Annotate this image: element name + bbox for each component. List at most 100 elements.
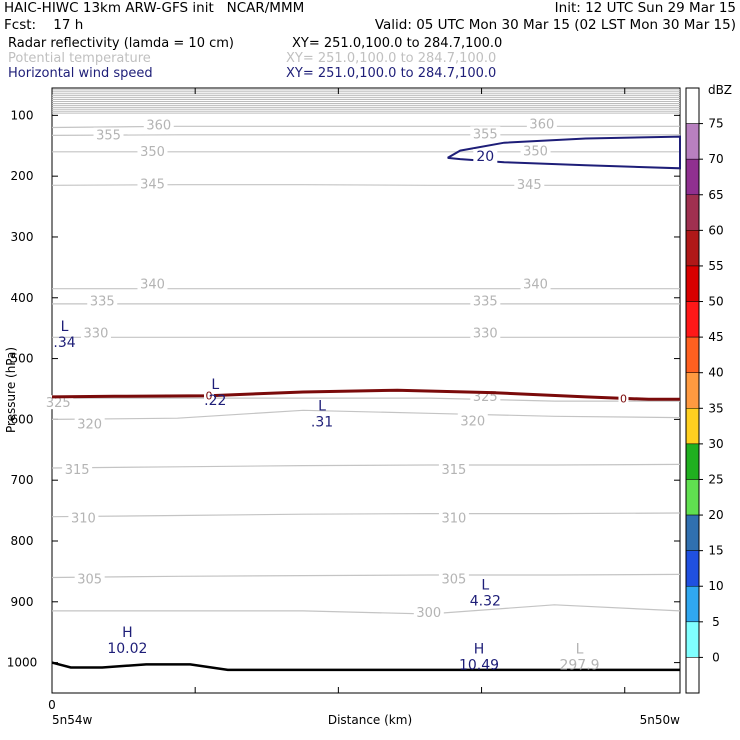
- theta-label-bg: [438, 462, 469, 477]
- y-tick-label: 1000: [7, 656, 38, 670]
- theta-label: 330: [84, 326, 109, 341]
- colorbar-tick-label: 50: [708, 295, 723, 309]
- colorbar-band: [685, 230, 700, 267]
- plot-frame: [51, 87, 681, 694]
- colorbar-tick-label: 55: [708, 259, 723, 273]
- colorbar-tick-label: 60: [708, 223, 723, 237]
- theta-label: 305: [77, 573, 102, 588]
- colorbar-band: [685, 514, 700, 551]
- extremum-value: .22: [204, 393, 226, 409]
- theta-label-bg: [74, 571, 105, 586]
- colorbar-tick-label: 0: [712, 650, 720, 664]
- theta-contour-320: [51, 409, 681, 420]
- zero-label-bg: [618, 392, 629, 405]
- theta-label-bg: [413, 604, 444, 619]
- y-tick-label: 900: [11, 595, 34, 609]
- theta-label-bg: [74, 416, 105, 431]
- wind-contour-label: 20: [476, 149, 494, 165]
- theta-label: 340: [523, 278, 548, 293]
- theta-label: 320: [77, 417, 102, 432]
- theta-label: 305: [442, 573, 467, 588]
- colorbar-frame: [685, 87, 700, 694]
- theta-label: 360: [146, 118, 171, 133]
- zero-contour-label: 0: [620, 393, 627, 406]
- theta-label-bg: [457, 413, 488, 428]
- theta-label: 360: [529, 118, 554, 133]
- theta-label: 355: [96, 129, 121, 144]
- colorbar-band: [685, 372, 700, 409]
- chart-title: HAIC-HIWC 13km ARW-GFS init NCAR/MMM: [4, 0, 305, 16]
- theta-label: 350: [523, 144, 548, 159]
- colorbar-band: [685, 479, 700, 516]
- theta-contour-310: [51, 512, 681, 518]
- theta-label: 350: [140, 145, 165, 160]
- extremum-mark: H: [122, 625, 133, 641]
- x-axis-label: Distance (km): [328, 713, 412, 727]
- colorbar-tick-label: 75: [708, 117, 723, 131]
- theta-label: 345: [517, 178, 542, 193]
- theta-label-bg: [470, 126, 501, 141]
- x-tick-label-0: 0: [48, 698, 56, 712]
- theta-label-bg: [87, 293, 118, 308]
- colorbar-tick-label: 45: [708, 330, 723, 344]
- extremum-mark: L: [481, 578, 489, 594]
- extremum-value: 10.02: [107, 641, 147, 657]
- theta-label-bg: [62, 462, 93, 477]
- colorbar-band: [685, 550, 700, 587]
- colorbar-band: [685, 621, 700, 658]
- colorbar-band: [685, 585, 700, 623]
- colorbar-band: [685, 194, 700, 231]
- extremum-value: 297.9: [559, 657, 599, 673]
- y-axis-label: Pressure (hPa): [4, 347, 18, 433]
- colorbar-band: [685, 408, 700, 445]
- extremum-value: 10.49: [459, 657, 499, 673]
- colorbar-tick-label: 40: [708, 366, 723, 380]
- theta-contour-305: [51, 573, 681, 579]
- theta-label: 325: [46, 396, 71, 411]
- forecast-hour: Fcst: 17 h: [4, 17, 84, 33]
- y-tick-label: 600: [11, 412, 34, 426]
- colorbar-band: [685, 87, 700, 124]
- theta-label-bg: [520, 143, 551, 158]
- legend-reflectivity-xy: XY= 251.0,100.0 to 284.7,100.0: [292, 36, 503, 51]
- theta-label-bg: [137, 176, 168, 191]
- colorbar-band: [685, 123, 700, 160]
- extremum-mark: L: [211, 377, 219, 393]
- extremum-value: 4.32: [470, 594, 501, 610]
- colorbar-tick-label: 30: [708, 437, 723, 451]
- theta-label: 300: [416, 606, 441, 621]
- colorbar-tick-label: 5: [712, 615, 720, 629]
- extremum-mark: L: [576, 641, 584, 657]
- theta-label: 310: [71, 512, 96, 527]
- y-tick-label: 100: [11, 108, 34, 122]
- theta-label-bg: [526, 116, 557, 131]
- theta-contour-325: [52, 397, 680, 402]
- theta-label-bg: [43, 395, 74, 410]
- theta-label: 320: [460, 414, 485, 429]
- theta-label: 335: [473, 295, 498, 310]
- theta-label-bg: [470, 293, 501, 308]
- theta-label: 330: [473, 326, 498, 341]
- left-station-label: 5n54w: [52, 713, 93, 727]
- y-tick-label: 400: [11, 291, 34, 305]
- extremum-mark: L: [318, 398, 326, 414]
- wind-label-bg: [473, 149, 498, 164]
- colorbar-band: [685, 265, 700, 302]
- colorbar-tick-label: 35: [708, 401, 723, 415]
- theta-label-bg: [93, 127, 124, 142]
- theta-label-bg: [438, 510, 469, 525]
- legend-wind-name: Horizontal wind speed: [8, 66, 153, 81]
- y-tick-label: 800: [11, 534, 34, 548]
- colorbar-tick-label: 20: [708, 508, 723, 522]
- init-time: Init: 12 UTC Sun 29 Mar 15: [554, 0, 736, 16]
- legend-reflectivity-name: Radar reflectivity (lamda = 10 cm): [8, 36, 234, 51]
- theta-label-bg: [80, 325, 111, 340]
- theta-label: 315: [442, 463, 467, 478]
- colorbar-tick-label: 25: [708, 472, 723, 486]
- colorbar-band: [685, 657, 700, 694]
- valid-time: Valid: 05 UTC Mon 30 Mar 15 (02 LST Mon …: [374, 17, 736, 33]
- theta-label-bg: [438, 571, 469, 586]
- theta-label-bg: [470, 325, 501, 340]
- y-tick-label: 500: [11, 352, 34, 366]
